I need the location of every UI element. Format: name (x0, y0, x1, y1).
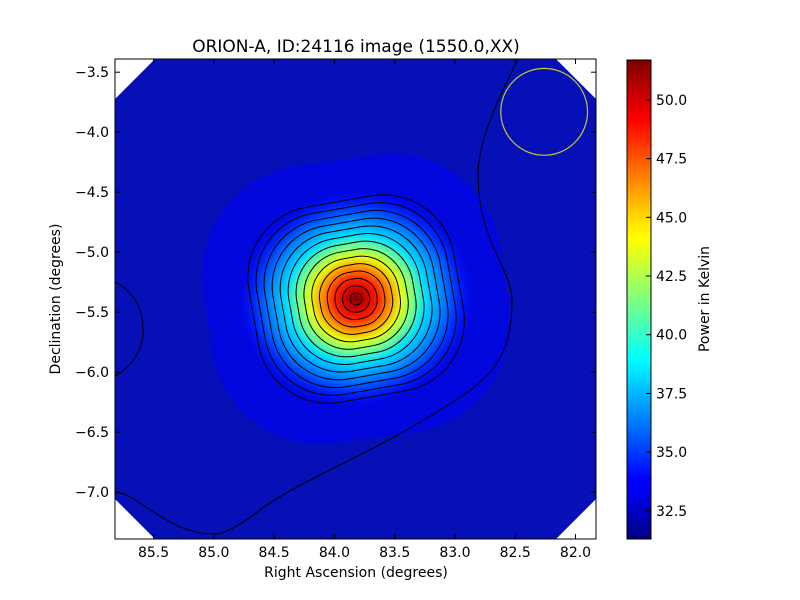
outer-contour (115, 59, 519, 535)
y-tick-label: −3.5 (75, 65, 109, 81)
x-tick-label: 84.0 (319, 545, 350, 561)
y-tick-label: −6.0 (75, 365, 109, 381)
x-tick-label: 82.5 (500, 545, 531, 561)
contour-line (334, 277, 378, 321)
colorbar-tick-label: 45.0 (656, 210, 687, 226)
plot-area (115, 59, 596, 539)
x-tick-label: 85.0 (198, 545, 229, 561)
colorbar-tick-label: 50.0 (656, 93, 687, 109)
outer-contour-lines (115, 59, 519, 535)
colorbar-gradient (626, 59, 652, 540)
colorbar-ticks: 32.5 35.0 37.5 40.0 42.5 45.0 47.5 50.0 (646, 93, 687, 520)
y-tick-label: −7.0 (75, 485, 109, 501)
contour-line (295, 240, 417, 358)
y-tick-label: −5.0 (75, 245, 109, 261)
contour-line (303, 248, 409, 350)
y-tick-label: −4.5 (75, 185, 109, 201)
colorbar-label: Power in Kelvin (697, 246, 713, 352)
x-tick-label: 85.5 (138, 545, 169, 561)
colorbar-tick-label: 35.0 (656, 445, 687, 461)
blank-corners (115, 59, 596, 539)
contour-line (349, 292, 363, 306)
outer-contour (115, 281, 144, 377)
blank-corner (556, 499, 596, 539)
y-axis-label: Declination (degrees) (48, 224, 64, 375)
contour-line (326, 270, 386, 328)
x-tick-label: 84.5 (259, 545, 290, 561)
blank-corner (115, 59, 155, 99)
contour-line (311, 255, 401, 343)
x-tick-label: 83.0 (439, 545, 470, 561)
colorbar-tick-label: 32.5 (656, 504, 687, 520)
chart-title: ORION-A, ID:24116 image (1550.0,XX) (192, 37, 520, 57)
x-tick-label: 82.0 (560, 545, 591, 561)
contour-line (271, 217, 441, 381)
colorbar-tick-label: 42.5 (656, 269, 687, 285)
source-core (234, 185, 478, 413)
y-tick-label: −5.5 (75, 305, 109, 321)
contour-line (255, 202, 457, 396)
colorbar-tick-label: 40.0 (656, 328, 687, 344)
x-axis-label: Right Ascension (degrees) (264, 565, 448, 581)
x-tick-label: 83.5 (379, 545, 410, 561)
colorbar-tick-label: 37.5 (656, 386, 687, 402)
blank-corner (115, 499, 155, 539)
contour-line (263, 209, 449, 389)
y-axis: −3.5 −4.0 −4.5 −5.0 −5.5 −6.0 −6.5 −7.0 (75, 65, 596, 501)
contour-lines (247, 194, 465, 404)
y-tick-label: −6.5 (75, 425, 109, 441)
plot-frame (114, 58, 597, 540)
contour-line (342, 285, 371, 313)
contour-line (247, 194, 465, 404)
y-tick-label: −4.0 (75, 125, 109, 141)
x-axis: 85.5 85.0 84.5 84.0 83.5 83.0 82.5 82.0 (138, 59, 591, 561)
contour-line (287, 233, 425, 365)
contour-line (318, 263, 394, 335)
beam-circle (500, 67, 589, 156)
colorbar: 32.5 35.0 37.5 40.0 42.5 45.0 47.5 50.0 Power i… (626, 59, 713, 540)
colorbar-tick-label: 47.5 (656, 152, 687, 168)
contour-line (279, 225, 433, 373)
blank-corner (556, 59, 596, 99)
source-emission (202, 153, 510, 445)
